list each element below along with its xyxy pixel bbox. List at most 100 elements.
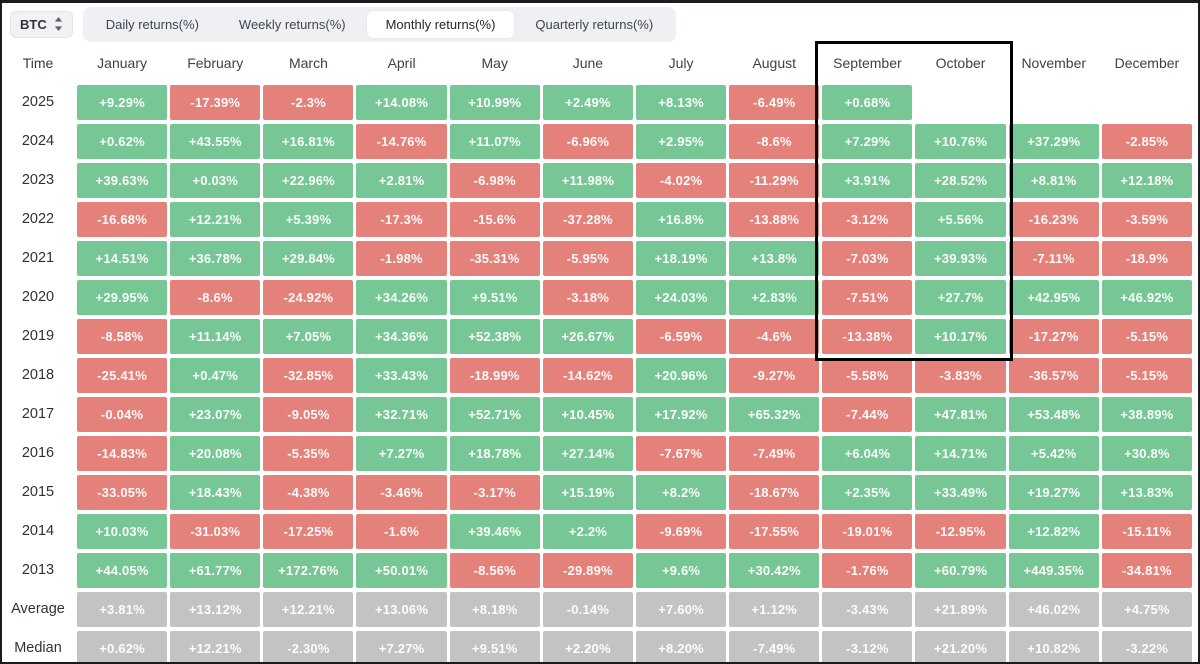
- return-cell: +18.43%: [170, 475, 261, 510]
- return-cell: +12.18%: [1101, 163, 1192, 198]
- return-cell: -6.59%: [635, 319, 727, 354]
- return-cell: +16.8%: [635, 202, 727, 237]
- return-cell: +27.14%: [542, 436, 633, 471]
- return-cell: -1.6%: [356, 514, 447, 549]
- table-row-2015: 2015 -33.05% +18.43% -4.38% -3.46% -3.17% +15.…: [2, 475, 1192, 510]
- return-cell: +7.05%: [263, 319, 354, 354]
- return-cell: +0.62%: [77, 631, 168, 662]
- return-cell: -34.81%: [1101, 553, 1192, 588]
- return-cell: -25.41%: [77, 358, 168, 393]
- return-cell: -4.02%: [635, 163, 727, 198]
- return-cell: -9.69%: [635, 514, 727, 549]
- column-header-november: November: [1021, 55, 1087, 71]
- column-header-march: March: [288, 55, 328, 71]
- row-label-2017: 2017: [21, 406, 55, 422]
- return-cell: +7.27%: [356, 631, 447, 662]
- column-header-time: Time: [22, 55, 54, 71]
- table-row-2020: 2020 +29.95% -8.6% -24.92% +34.26% +9.51% -3.1…: [2, 280, 1192, 315]
- return-cell: +2.49%: [542, 85, 633, 120]
- return-cell: -18.9%: [1101, 241, 1192, 276]
- return-cell: +11.98%: [542, 163, 633, 198]
- return-cell: -1.98%: [356, 241, 447, 276]
- return-cell: +8.13%: [635, 85, 727, 120]
- return-cell: +7.60%: [635, 592, 727, 627]
- tab-quarterly-returns[interactable]: Quarterly returns(%): [535, 16, 654, 32]
- row-label-2020: 2020: [21, 289, 55, 305]
- return-cell: -7.11%: [1008, 241, 1099, 276]
- return-cell: +24.03%: [635, 280, 727, 315]
- return-cell: -0.04%: [77, 397, 168, 432]
- return-cell: -6.96%: [542, 124, 633, 159]
- return-cell: +10.99%: [449, 85, 540, 120]
- return-cell: -15.11%: [1101, 514, 1192, 549]
- column-header-april: April: [387, 55, 416, 71]
- toolbar: BTC Daily returns(%) Weekly returns(%) M…: [2, 3, 1198, 45]
- coin-selector[interactable]: BTC: [10, 10, 73, 38]
- return-cell: +449.35%: [1008, 553, 1099, 588]
- return-cell: +33.43%: [356, 358, 447, 393]
- tab-weekly-returns[interactable]: Weekly returns(%): [238, 16, 346, 32]
- table-row-average: Average +3.81% +13.12% +12.21% +13.06% +8.18%…: [2, 592, 1192, 627]
- return-cell: -2.30%: [263, 631, 354, 662]
- return-cell: +6.04%: [822, 436, 913, 471]
- return-cell: +2.81%: [356, 163, 447, 198]
- return-cell: +2.20%: [542, 631, 633, 662]
- return-cell: +1.12%: [729, 592, 820, 627]
- return-cell: +16.81%: [263, 124, 354, 159]
- return-cell: +36.78%: [170, 241, 261, 276]
- return-cell: +13.06%: [356, 592, 447, 627]
- return-cell: -5.35%: [263, 436, 354, 471]
- return-cell: +7.27%: [356, 436, 447, 471]
- return-cell: -8.6%: [729, 124, 820, 159]
- return-cell: +13.83%: [1101, 475, 1192, 510]
- return-cell: -3.17%: [449, 475, 540, 510]
- return-cell: +10.17%: [915, 319, 1006, 354]
- return-cell: +53.48%: [1008, 397, 1099, 432]
- return-cell: [1102, 85, 1192, 120]
- return-cell: -3.83%: [915, 358, 1006, 393]
- row-label-2022: 2022: [21, 211, 55, 227]
- return-cell: -6.98%: [449, 163, 540, 198]
- return-cell: -3.59%: [1101, 202, 1192, 237]
- return-cell: +9.6%: [635, 553, 727, 588]
- return-cell: +20.08%: [170, 436, 261, 471]
- return-cell: +13.8%: [729, 241, 820, 276]
- table-area: Time January February March April May June July…: [2, 41, 1198, 662]
- return-cell: +38.89%: [1101, 397, 1192, 432]
- column-header-july: July: [668, 55, 694, 71]
- return-cell: -13.38%: [822, 319, 913, 354]
- table-row-2022: 2022 -16.68% +12.21% +5.39% -17.3% -15.6% -37.…: [2, 202, 1192, 237]
- return-cell: +0.47%: [170, 358, 261, 393]
- column-header-august: August: [752, 55, 797, 71]
- return-cell: +3.81%: [77, 592, 168, 627]
- return-cell: +44.05%: [77, 553, 168, 588]
- column-header-june: June: [572, 55, 604, 71]
- table-row-2021: 2021 +14.51% +36.78% +29.84% -1.98% -35.31% -5…: [2, 241, 1192, 276]
- return-cell: +13.12%: [170, 592, 261, 627]
- tab-monthly-returns[interactable]: Monthly returns(%): [366, 10, 515, 38]
- return-cell: +39.93%: [915, 241, 1006, 276]
- return-cell: -9.05%: [263, 397, 354, 432]
- tab-daily-returns[interactable]: Daily returns(%): [105, 16, 199, 32]
- return-cell: -2.85%: [1101, 124, 1192, 159]
- return-cell: +14.08%: [356, 85, 447, 120]
- return-cell: +8.20%: [635, 631, 727, 662]
- return-cell: -7.49%: [729, 631, 820, 662]
- column-header-october: October: [935, 55, 986, 71]
- return-cell: +34.26%: [356, 280, 447, 315]
- return-cell: +0.68%: [822, 85, 913, 120]
- row-label-2014: 2014: [21, 523, 55, 539]
- return-cell: +26.67%: [542, 319, 633, 354]
- row-label-2021: 2021: [21, 250, 55, 266]
- return-cell: +47.81%: [915, 397, 1006, 432]
- return-cell: +0.62%: [77, 124, 168, 159]
- return-cell: +30.8%: [1101, 436, 1192, 471]
- return-cell: -0.14%: [542, 592, 633, 627]
- table-row-2025: 2025 +9.29% -17.39% -2.3% +14.08% +10.99% +2.4…: [2, 85, 1192, 120]
- table-row-2023: 2023 +39.63% +0.03% +22.96% +2.81% -6.98% +11.…: [2, 163, 1192, 198]
- return-cell: -5.58%: [822, 358, 913, 393]
- return-cell: -3.46%: [356, 475, 447, 510]
- return-cell: -17.27%: [1008, 319, 1099, 354]
- return-cell: -7.67%: [635, 436, 727, 471]
- return-cell: +7.29%: [822, 124, 913, 159]
